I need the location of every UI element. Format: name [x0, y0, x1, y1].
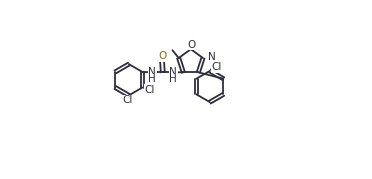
- Text: Cl: Cl: [122, 95, 132, 105]
- Text: N: N: [208, 52, 215, 62]
- Text: Cl: Cl: [145, 85, 155, 95]
- Text: Cl: Cl: [212, 62, 222, 72]
- Text: O: O: [158, 51, 166, 61]
- Text: H: H: [169, 74, 177, 84]
- Text: N: N: [169, 67, 177, 77]
- Text: H: H: [148, 74, 156, 84]
- Text: N: N: [148, 67, 156, 77]
- Text: O: O: [187, 40, 195, 50]
